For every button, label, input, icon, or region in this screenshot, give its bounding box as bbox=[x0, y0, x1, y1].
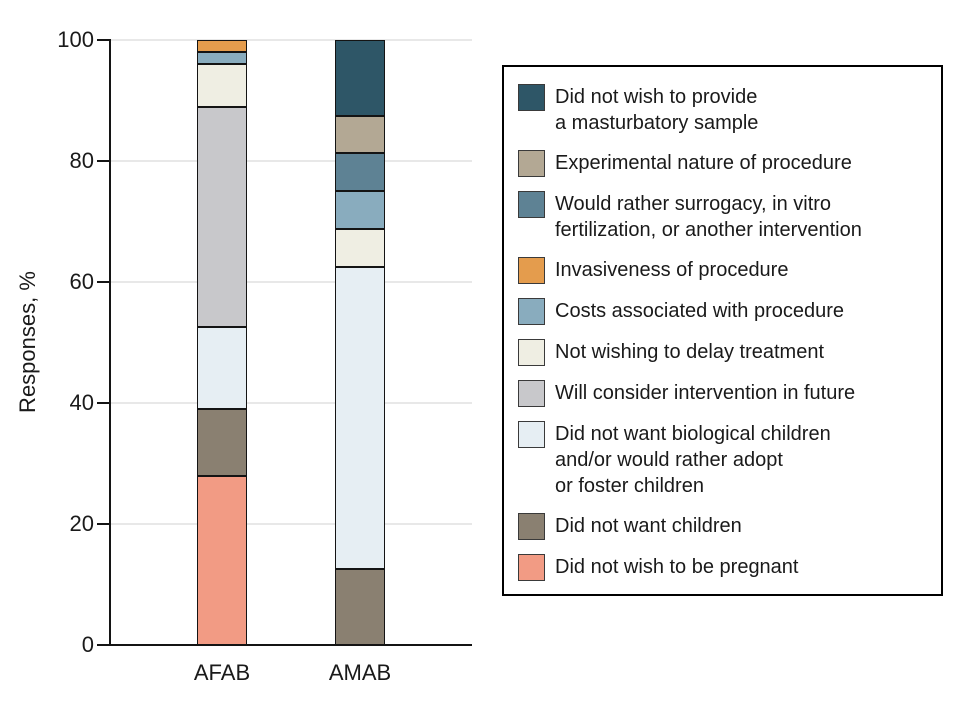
y-tick-mark-40 bbox=[97, 402, 110, 404]
legend-item-consider-future: Will consider intervention in future bbox=[518, 380, 929, 407]
legend-swatch-masturbatory bbox=[518, 84, 545, 111]
y-axis-line bbox=[109, 39, 111, 646]
y-tick-mark-60 bbox=[97, 281, 110, 283]
legend-item-no-delay: Not wishing to delay treatment bbox=[518, 339, 929, 366]
legend-label-surrogacy: Would rather surrogacy, in vitro fertiliz… bbox=[555, 193, 862, 241]
y-tick-mark-20 bbox=[97, 523, 110, 525]
legend-swatch-consider-future bbox=[518, 380, 545, 407]
y-axis-title: Responses, % bbox=[15, 271, 40, 413]
legend-swatch-no-delay bbox=[518, 339, 545, 366]
bar-segment-afab-pregnant bbox=[197, 476, 247, 645]
y-tick-mark-80 bbox=[97, 160, 110, 162]
legend-item-surrogacy: Would rather surrogacy, in vitro fertiliz… bbox=[518, 191, 929, 243]
bar-segment-amab-surrogacy bbox=[335, 153, 385, 191]
gridline-80 bbox=[111, 160, 472, 162]
y-tick-label-60: 60 bbox=[69, 269, 94, 294]
x-axis-line bbox=[109, 644, 472, 646]
legend-swatch-experimental bbox=[518, 150, 545, 177]
legend-item-invasiveness: Invasiveness of procedure bbox=[518, 257, 929, 284]
legend-item-experimental: Experimental nature of procedure bbox=[518, 150, 929, 177]
legend-label-no-delay: Not wishing to delay treatment bbox=[555, 341, 825, 363]
bar-segment-afab-no-delay bbox=[197, 64, 247, 107]
legend-swatch-no-children bbox=[518, 513, 545, 540]
legend-label-pregnant: Did not wish to be pregnant bbox=[555, 556, 799, 578]
legend-item-no-children: Did not want children bbox=[518, 513, 929, 540]
legend-swatch-pregnant bbox=[518, 554, 545, 581]
legend: Did not wish to provide a masturbatory sa… bbox=[502, 65, 943, 596]
legend-swatch-invasiveness bbox=[518, 257, 545, 284]
legend-swatch-costs bbox=[518, 298, 545, 325]
y-tick-mark-0 bbox=[97, 644, 110, 646]
legend-label-masturbatory: Did not wish to provide a masturbatory sa… bbox=[555, 86, 759, 134]
y-tick-label-0: 0 bbox=[81, 632, 94, 657]
legend-label-invasiveness: Invasiveness of procedure bbox=[555, 259, 789, 281]
bar-segment-afab-invasiveness bbox=[197, 40, 247, 52]
legend-item-costs: Costs associated with procedure bbox=[518, 298, 929, 325]
gridline-100 bbox=[111, 39, 472, 41]
x-tick-label-afab: AFAB bbox=[193, 660, 251, 685]
bar-segment-afab-no-bio-children bbox=[197, 327, 247, 409]
bar-segment-afab-no-children bbox=[197, 409, 247, 476]
legend-label-costs: Costs associated with procedure bbox=[555, 300, 845, 322]
legend-label-no-bio-children: Did not want biological children and/or w… bbox=[555, 423, 831, 497]
y-tick-label-40: 40 bbox=[69, 390, 94, 415]
y-tick-mark-100 bbox=[97, 39, 110, 41]
gridline-20 bbox=[111, 523, 472, 525]
x-tick-label-amab: AMAB bbox=[328, 660, 392, 685]
y-tick-label-80: 80 bbox=[69, 148, 94, 173]
legend-label-experimental: Experimental nature of procedure bbox=[555, 152, 852, 174]
y-tick-label-100: 100 bbox=[57, 27, 94, 52]
legend-label-no-children: Did not want children bbox=[555, 515, 742, 537]
legend-item-masturbatory: Did not wish to provide a masturbatory sa… bbox=[518, 84, 929, 136]
bar-segment-amab-no-bio-children bbox=[335, 267, 385, 569]
gridline-60 bbox=[111, 281, 472, 283]
legend-swatch-no-bio-children bbox=[518, 421, 545, 448]
bar-segment-amab-no-children bbox=[335, 569, 385, 645]
legend-swatch-surrogacy bbox=[518, 191, 545, 218]
bar-segment-amab-masturbatory bbox=[335, 40, 385, 116]
bar-segment-afab-consider-future bbox=[197, 107, 247, 327]
gridline-40 bbox=[111, 402, 472, 404]
bar-segment-amab-costs bbox=[335, 191, 385, 229]
legend-item-pregnant: Did not wish to be pregnant bbox=[518, 554, 929, 581]
bar-segment-afab-costs bbox=[197, 52, 247, 64]
y-tick-label-20: 20 bbox=[69, 511, 94, 536]
bar-segment-amab-no-delay bbox=[335, 229, 385, 267]
legend-label-consider-future: Will consider intervention in future bbox=[555, 382, 856, 404]
legend-item-no-bio-children: Did not want biological children and/or w… bbox=[518, 421, 929, 499]
bar-segment-amab-experimental bbox=[335, 116, 385, 153]
